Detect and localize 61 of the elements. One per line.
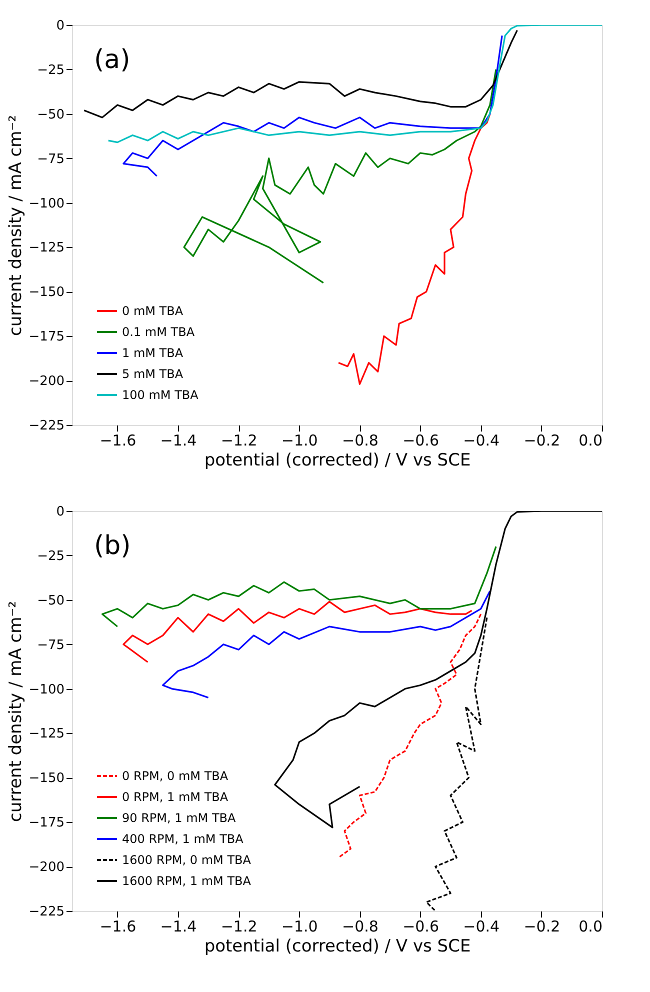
legend-label: 5 mM TBA	[122, 367, 184, 381]
x-tick-label: −1.0	[281, 918, 318, 936]
x-tick-label: 0.0	[578, 918, 602, 936]
y-tick-label: −225	[28, 418, 64, 434]
x-tick-label: −1.6	[100, 918, 136, 936]
y-tick-label: 0	[56, 18, 64, 34]
legend-label: 1 mM TBA	[122, 346, 184, 360]
x-tick-label: −1.2	[220, 918, 258, 936]
y-tick-label: −50	[37, 593, 64, 608]
x-tick-label: −0.2	[524, 432, 560, 450]
x-tick-label: −1.4	[160, 432, 197, 450]
y-tick-label: −175	[28, 330, 64, 345]
line-series	[338, 113, 491, 385]
legend-label: 400 RPM, 1 mM TBA	[122, 832, 244, 846]
y-tick-label: −125	[28, 726, 64, 742]
x-axis-title: potential (corrected) / V vs SCE	[204, 936, 471, 956]
y-tick-label: −75	[37, 638, 64, 653]
legend-label: 0.1 mM TBA	[122, 325, 196, 339]
y-tick-label: −75	[37, 152, 64, 167]
line-series	[338, 613, 482, 858]
y-tick-label: −200	[28, 374, 64, 390]
legend-label: 0 RPM, 0 mM TBA	[122, 769, 229, 783]
y-tick-label: −50	[37, 107, 64, 122]
annotation: (b)	[94, 531, 131, 561]
legend-label: 0 RPM, 1 mM TBA	[122, 790, 229, 804]
y-tick-label: −100	[28, 682, 64, 698]
legend-label: 1600 RPM, 0 mM TBA	[122, 853, 252, 867]
x-tick-label: −1.0	[281, 432, 318, 450]
y-tick-label: −175	[28, 816, 64, 831]
y-tick-label: −150	[28, 771, 64, 786]
x-tick-label: −1.4	[160, 918, 197, 936]
x-tick-label: −0.6	[402, 918, 440, 936]
y-tick-label: −25	[37, 62, 64, 78]
legend-label: 90 RPM, 1 mM TBA	[122, 811, 237, 825]
y-tick-label: −25	[37, 548, 64, 564]
x-tick-label: 0.0	[578, 432, 602, 450]
x-axis-title: potential (corrected) / V vs SCE	[204, 450, 471, 470]
legend-label: 1600 RPM, 1 mM TBA	[122, 874, 252, 888]
y-tick-label: −200	[28, 860, 64, 876]
x-tick-label: −1.6	[100, 432, 136, 450]
y-tick-label: −150	[28, 285, 64, 300]
y-tick-label: −125	[28, 240, 64, 256]
y-tick-label: −225	[28, 904, 64, 920]
line-series	[183, 68, 497, 284]
x-tick-label: −0.8	[342, 918, 378, 936]
legend-label: 0 mM TBA	[122, 304, 184, 318]
x-tick-label: −0.6	[402, 432, 440, 450]
line-series	[122, 600, 473, 663]
y-tick-label: 0	[56, 504, 64, 520]
x-tick-label: −0.4	[463, 432, 500, 450]
y-axis-title: current density / mA cm⁻²	[6, 115, 26, 336]
annotation: (a)	[94, 45, 130, 75]
line-series	[83, 30, 518, 118]
y-tick-label: −100	[28, 196, 64, 212]
x-tick-label: −0.8	[342, 432, 378, 450]
line-series	[162, 590, 491, 698]
x-tick-label: −0.2	[524, 918, 560, 936]
x-tick-label: −1.2	[220, 432, 258, 450]
y-axis-title: current density / mA cm⁻²	[6, 601, 26, 822]
legend-label: 100 mM TBA	[122, 388, 200, 402]
x-tick-label: −0.4	[463, 918, 500, 936]
